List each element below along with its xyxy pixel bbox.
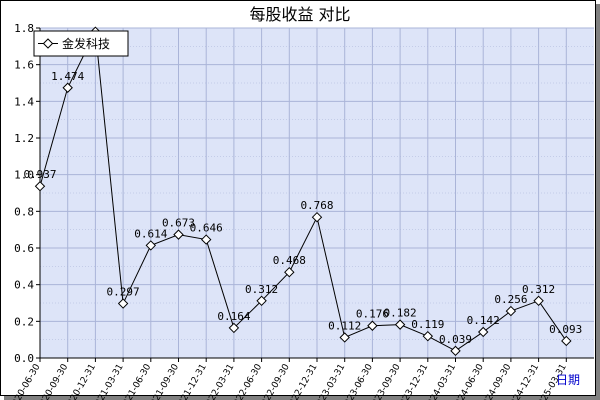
data-point [339, 332, 350, 343]
x-axis-label: 日期 [556, 373, 580, 387]
y-tick-label: 0.2 [14, 315, 34, 328]
data-label: 0.176 [356, 308, 389, 321]
data-point [505, 305, 517, 317]
data-label: 0.256 [494, 293, 527, 306]
y-tick-label: 1.2 [14, 132, 34, 145]
y-tick-labels: 0.0 0.2 0.4 0.6 0.8 1.0 1.2 1.4 1.6 1.8 [14, 22, 34, 365]
data-point [117, 298, 129, 309]
data-label: 0.646 [190, 222, 223, 235]
y-tick-label: 1.4 [14, 95, 34, 108]
grid-layer [40, 27, 594, 358]
legend-marker-icon [42, 38, 54, 49]
legend-label: 金发科技 [62, 36, 110, 51]
data-label: 0.142 [467, 314, 500, 327]
data-label: 0.297 [107, 286, 140, 299]
data-point [311, 211, 323, 223]
series-layer [34, 26, 572, 357]
data-point [256, 295, 267, 307]
data-point [145, 240, 157, 251]
y-tick-label: 0.8 [14, 205, 34, 218]
chart-title: 每股收益 对比 [249, 5, 350, 24]
data-label: 0.164 [217, 310, 250, 323]
data-point [34, 181, 46, 192]
data-point [62, 82, 73, 93]
x-tick-labels: 2020-06-302020-09-302020-12-312021-03-31… [8, 362, 569, 400]
x-tick-label: 2020-06-30 [8, 362, 43, 400]
data-point [450, 345, 461, 357]
y-tick-label: 1.6 [14, 59, 34, 72]
data-label: 0.768 [300, 199, 333, 212]
y-tick-label: 1.0 [14, 169, 34, 182]
data-point [367, 320, 378, 331]
data-point [200, 234, 212, 245]
y-tick-label: 0.6 [14, 242, 34, 255]
data-point [477, 326, 489, 338]
data-label: 0.312 [245, 283, 278, 296]
data-label: 0.039 [439, 333, 472, 346]
data-point [394, 319, 406, 330]
axis-layer [36, 27, 594, 362]
data-label: 0.112 [328, 319, 361, 332]
data-label: 0.673 [162, 217, 195, 230]
data-label: 0.093 [549, 323, 582, 336]
data-label: 0.614 [134, 227, 167, 240]
y-tick-label: 1.8 [14, 22, 34, 35]
y-tick-label: 0.0 [14, 352, 34, 365]
data-point [228, 322, 240, 334]
data-label: 0.119 [411, 318, 444, 331]
data-point [422, 330, 434, 342]
legend: 金发科技 [33, 30, 129, 57]
y-tick-label: 0.4 [14, 279, 34, 292]
series-line [39, 29, 567, 352]
data-point [561, 335, 572, 347]
data-label: 0.312 [522, 283, 555, 296]
data-label: 0.937 [23, 168, 56, 181]
data-label: 1.474 [51, 70, 84, 83]
data-label: 0.182 [384, 307, 417, 320]
data-point [284, 266, 295, 278]
data-point [173, 229, 184, 240]
data-label: 0.468 [273, 254, 306, 267]
data-point [533, 295, 544, 307]
